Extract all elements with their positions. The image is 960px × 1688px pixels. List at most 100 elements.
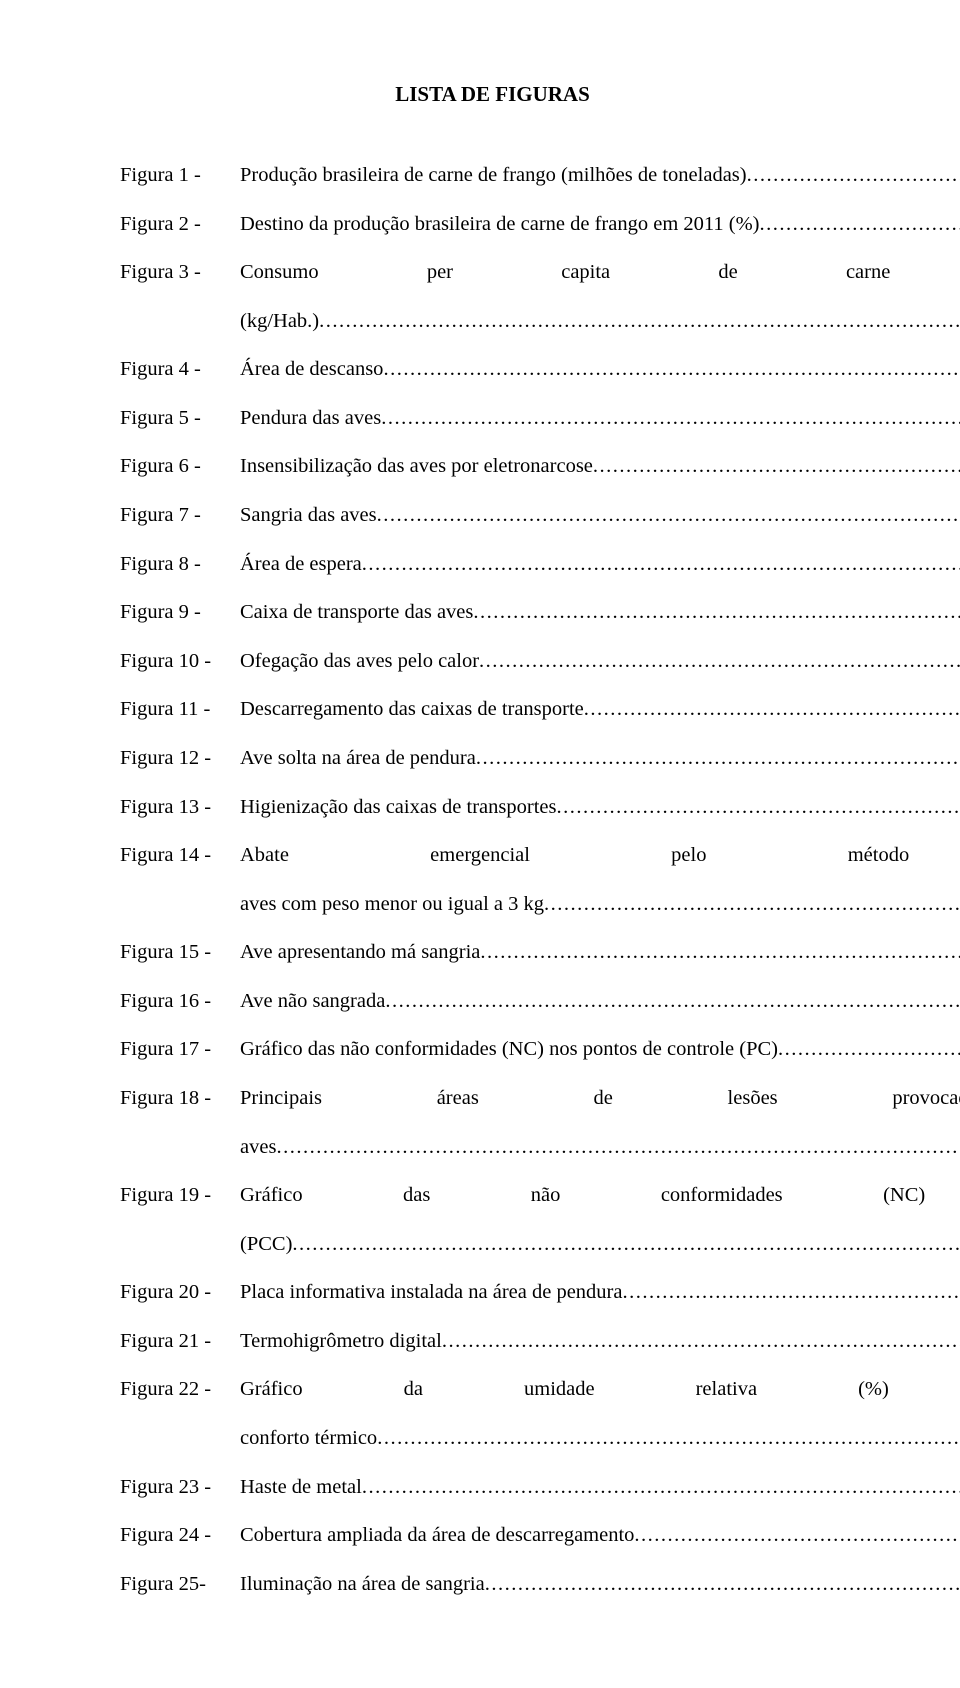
lof-entry: Figura 14 -Abate emergencial pelo método…	[120, 831, 865, 928]
lof-entry: Figura 1 -Produção brasileira de carne d…	[120, 151, 865, 200]
lof-entry: Figura 2 -Destino da produção brasileira…	[120, 200, 865, 249]
lof-text: Ave solta na área de pendura	[240, 734, 476, 783]
lof-leader-dots: ........................................…	[747, 151, 960, 200]
lof-desc: Pendura das aves........................…	[240, 394, 960, 443]
lof-entry: Figura 3 -Consumo per capita de carne de…	[120, 248, 865, 345]
lof-text: Produção brasileira de carne de frango (…	[240, 151, 747, 200]
lof-leader-dots: ........................................…	[622, 1268, 960, 1317]
lof-row: Figura 12 -Ave solta na área de pendura.…	[120, 734, 865, 783]
lof-desc: Principais áreas de lesões provocadas pe…	[240, 1074, 960, 1171]
lof-label: Figura 13 -	[120, 783, 240, 832]
lof-row: Figura 25-Iluminação na área de sangria.…	[120, 1560, 865, 1609]
lof-entry: Figura 10 -Ofegação das aves pelo calor.…	[120, 637, 865, 686]
lof-row: Figura 10 -Ofegação das aves pelo calor.…	[120, 637, 865, 686]
lof-desc: Consumo per capita de carne de frango da…	[240, 248, 960, 345]
lof-row: Figura 7 -Sangria das aves..............…	[120, 491, 865, 540]
lof-text-line: Principais áreas de lesões provocadas pe…	[240, 1074, 960, 1123]
lof-row: Figura 17 -Gráfico das não conformidades…	[120, 1025, 865, 1074]
lof-label: Figura 2 -	[120, 200, 240, 249]
lof-text-lastline: (kg/Hab.)...............................…	[240, 297, 960, 346]
lof-label: Figura 5 -	[120, 394, 240, 443]
lof-row: Figura 9 -Caixa de transporte das aves..…	[120, 588, 865, 637]
lof-row: Figura 5 -Pendura das aves..............…	[120, 394, 865, 443]
lof-entry: Figura 9 -Caixa de transporte das aves..…	[120, 588, 865, 637]
lof-text-line: Abate emergencial pelo método de desloca…	[240, 831, 960, 880]
lof-leader-dots: ........................................…	[584, 685, 960, 734]
lof-row: Figura 4 -Área de descanso..............…	[120, 345, 865, 394]
lof-text-line: Consumo per capita de carne de frango da…	[240, 248, 960, 297]
lof-leader-dots: ........................................…	[476, 734, 960, 783]
lof-text: Ave não sangrada	[240, 977, 385, 1026]
lof-text: Haste de metal	[240, 1463, 362, 1512]
lof-leader-dots: ........................................…	[362, 1463, 960, 1512]
lof-entry: Figura 20 -Placa informativa instalada n…	[120, 1268, 865, 1317]
lof-row: Figura 24 -Cobertura ampliada da área de…	[120, 1511, 865, 1560]
lof-label: Figura 18 -	[120, 1074, 240, 1123]
lof-desc: Produção brasileira de carne de frango (…	[240, 151, 960, 200]
lof-leader-dots: ........................................…	[556, 783, 960, 832]
lof-text: Gráfico das não conformidades (NC) nos p…	[240, 1025, 778, 1074]
lof-label: Figura 7 -	[120, 491, 240, 540]
lof-row: Figura 15 -Ave apresentando má sangria..…	[120, 928, 865, 977]
lof-desc: Iluminação na área de sangria...........…	[240, 1560, 960, 1609]
lof-text-lastline: aves....................................…	[240, 1123, 960, 1172]
lof-entry: Figura 5 -Pendura das aves..............…	[120, 394, 865, 443]
lof-label: Figura 4 -	[120, 345, 240, 394]
lof-text: Ave apresentando má sangria	[240, 928, 480, 977]
lof-label: Figura 23 -	[120, 1463, 240, 1512]
lof-text: Descarregamento das caixas de transporte	[240, 685, 584, 734]
lof-text: Área de espera	[240, 540, 362, 589]
lof-label: Figura 6 -	[120, 442, 240, 491]
lof-text: conforto térmico	[240, 1414, 377, 1463]
lof-text: Iluminação na área de sangria	[240, 1560, 485, 1609]
lof-leader-dots: ........................................…	[381, 394, 960, 443]
lof-text: aves com peso menor ou igual a 3 kg	[240, 880, 544, 929]
lof-row: Figura 19 -Gráfico das não conformidades…	[120, 1171, 865, 1268]
lof-row: Figura 18 -Principais áreas de lesões pr…	[120, 1074, 865, 1171]
lof-desc: Ave não sangrada........................…	[240, 977, 960, 1026]
lof-leader-dots: ........................................…	[377, 1414, 960, 1463]
lof-text: (PCC)	[240, 1220, 292, 1269]
lof-row: Figura 22 -Gráfico da umidade relativa (…	[120, 1365, 865, 1462]
lof-desc: Ave solta na área de pendura............…	[240, 734, 960, 783]
lof-label: Figura 9 -	[120, 588, 240, 637]
lof-desc: Higienização das caixas de transportes..…	[240, 783, 960, 832]
lof-desc: Área de espera..........................…	[240, 540, 960, 589]
lof-leader-dots: ........................................…	[634, 1511, 960, 1560]
lof-leader-dots: ........................................…	[760, 200, 960, 249]
lof-entry: Figura 6 -Insensibilização das aves por …	[120, 442, 865, 491]
lof-text: Caixa de transporte das aves	[240, 588, 473, 637]
lof-entry: Figura 17 -Gráfico das não conformidades…	[120, 1025, 865, 1074]
lof-label: Figura 14 -	[120, 831, 240, 880]
lof-label: Figura 16 -	[120, 977, 240, 1026]
lof-entry: Figura 15 -Ave apresentando má sangria..…	[120, 928, 865, 977]
list-of-figures: Figura 1 -Produção brasileira de carne d…	[120, 151, 865, 1608]
lof-entry: Figura 19 -Gráfico das não conformidades…	[120, 1171, 865, 1268]
lof-leader-dots: ........................................…	[377, 491, 960, 540]
lof-label: Figura 3 -	[120, 248, 240, 297]
lof-desc: Sangria das aves........................…	[240, 491, 960, 540]
lof-entry: Figura 8 -Área de espera................…	[120, 540, 865, 589]
lof-leader-dots: ........................................…	[473, 588, 960, 637]
lof-leader-dots: ........................................…	[362, 540, 960, 589]
lof-text: Sangria das aves	[240, 491, 377, 540]
lof-leader-dots: ........................................…	[480, 928, 960, 977]
lof-label: Figura 20 -	[120, 1268, 240, 1317]
lof-text: Pendura das aves	[240, 394, 381, 443]
lof-leader-dots: ........................................…	[292, 1220, 960, 1269]
lof-desc: Abate emergencial pelo método de desloca…	[240, 831, 960, 928]
lof-entry: Figura 22 -Gráfico da umidade relativa (…	[120, 1365, 865, 1462]
page-title: LISTA DE FIGURAS	[120, 82, 865, 107]
lof-leader-dots: ........................................…	[442, 1317, 960, 1366]
lof-leader-dots: ........................................…	[385, 977, 960, 1026]
lof-label: Figura 10 -	[120, 637, 240, 686]
lof-entry: Figura 11 -Descarregamento das caixas de…	[120, 685, 865, 734]
lof-label: Figura 19 -	[120, 1171, 240, 1220]
lof-leader-dots: ........................................…	[778, 1025, 960, 1074]
lof-entry: Figura 12 -Ave solta na área de pendura.…	[120, 734, 865, 783]
lof-leader-dots: ........................................…	[383, 345, 960, 394]
lof-text: (kg/Hab.)	[240, 297, 319, 346]
lof-text-line: Gráfico das não conformidades (NC) nos p…	[240, 1171, 960, 1220]
lof-leader-dots: ........................................…	[319, 297, 960, 346]
lof-row: Figura 13 -Higienização das caixas de tr…	[120, 783, 865, 832]
